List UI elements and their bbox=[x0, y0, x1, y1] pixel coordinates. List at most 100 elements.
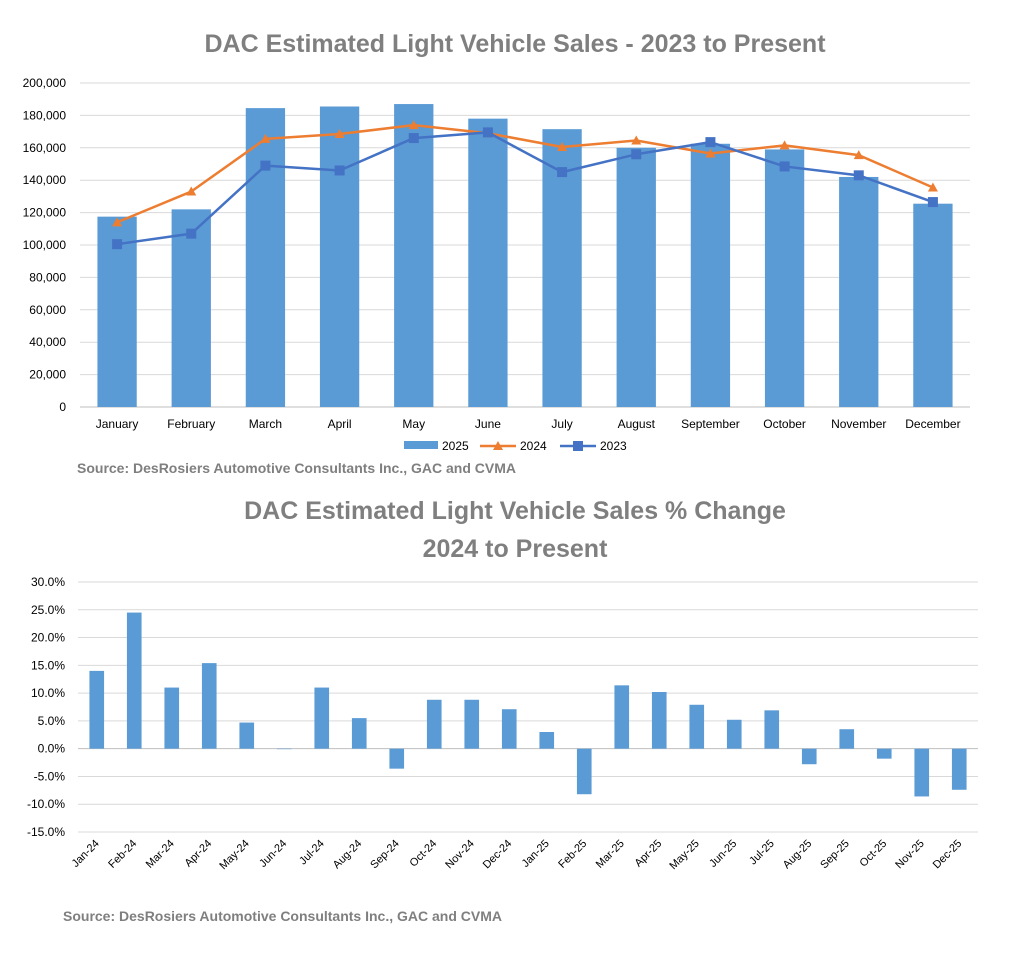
bar-sep-24 bbox=[389, 748, 405, 769]
bar-2025-september bbox=[690, 143, 731, 407]
bar-may-25 bbox=[689, 704, 705, 749]
x-tick-label: Aug-24 bbox=[331, 838, 365, 872]
y-tick-label: 120,000 bbox=[23, 206, 67, 220]
point-2023-july bbox=[557, 167, 568, 178]
point-2024-may bbox=[408, 120, 419, 130]
y-tick-label: 80,000 bbox=[29, 270, 66, 284]
bar-2025-march bbox=[245, 108, 286, 408]
y-tick-label: 60,000 bbox=[29, 303, 66, 317]
x-tick-label: May-25 bbox=[667, 838, 701, 872]
bar-jul-24 bbox=[314, 687, 330, 749]
x-tick-label: January bbox=[96, 417, 139, 431]
bar-mar-24 bbox=[164, 687, 180, 749]
bar-jul-25 bbox=[764, 710, 780, 749]
bar-may-24 bbox=[239, 722, 255, 749]
point-2023-august bbox=[631, 149, 642, 160]
point-2023-june bbox=[482, 127, 493, 138]
y-tick-label: 140,000 bbox=[23, 173, 67, 187]
y-tick-label: 160,000 bbox=[23, 141, 67, 155]
x-tick-label: April bbox=[328, 417, 352, 431]
x-tick-label: May-24 bbox=[217, 838, 251, 872]
chart1-title: DAC Estimated Light Vehicle Sales - 2023… bbox=[204, 30, 826, 58]
x-tick-label: Feb-25 bbox=[556, 838, 589, 871]
bar-feb-24 bbox=[126, 612, 142, 749]
x-tick-label: Apr-25 bbox=[633, 838, 665, 870]
x-tick-label: Aug-25 bbox=[781, 838, 815, 872]
point-2024-august bbox=[631, 135, 642, 145]
point-2024-july bbox=[557, 141, 568, 151]
x-tick-label: Dec-24 bbox=[481, 838, 515, 872]
x-tick-label: Jul-24 bbox=[297, 838, 327, 868]
bar-nov-24 bbox=[464, 699, 480, 749]
bar-jan-25 bbox=[539, 732, 555, 749]
x-tick-label: Jul-25 bbox=[747, 838, 777, 868]
bar-apr-24 bbox=[201, 663, 217, 749]
x-tick-label: Sep-24 bbox=[368, 838, 402, 872]
legend-marker-2023 bbox=[573, 441, 583, 451]
x-tick-label: Mar-24 bbox=[144, 838, 177, 871]
y-tick-label: 0 bbox=[59, 400, 66, 414]
legend-marker-2024 bbox=[493, 441, 503, 450]
y-tick-label: 100,000 bbox=[23, 238, 67, 252]
chart1-source: Source: DesRosiers Automotive Consultant… bbox=[77, 460, 516, 476]
y-tick-label: 5.0% bbox=[38, 714, 66, 728]
chart1-plot: 0 20,000 40,000 60,000 80,000 100,000 120,000 1… bbox=[23, 76, 970, 453]
point-2023-october bbox=[779, 161, 790, 172]
point-2023-december bbox=[927, 197, 938, 208]
point-2024-january bbox=[112, 217, 123, 227]
y-tick-label: -15.0% bbox=[27, 825, 65, 839]
x-tick-label: February bbox=[167, 417, 215, 431]
x-tick-label: Feb-24 bbox=[106, 838, 139, 871]
bar-2025-may bbox=[394, 104, 434, 407]
point-2023-february bbox=[186, 228, 197, 239]
point-2024-october bbox=[779, 140, 790, 150]
x-tick-label: Sep-25 bbox=[818, 838, 852, 872]
point-2023-september bbox=[705, 137, 716, 148]
chart1-legend: 2025 2024 2023 bbox=[404, 439, 627, 453]
y-tick-label: 40,000 bbox=[29, 335, 66, 349]
x-tick-label: May bbox=[402, 417, 425, 431]
point-2024-march bbox=[260, 133, 271, 143]
line-2023 bbox=[116, 131, 934, 246]
x-tick-label: Jun-24 bbox=[257, 838, 289, 870]
bar-2025-december bbox=[913, 203, 953, 407]
x-tick-label: November bbox=[831, 417, 886, 431]
y-tick-label: 15.0% bbox=[31, 658, 65, 672]
chart2-plot: -15.0% -10.0% -5.0% 0.0% 5.0% 10.0% 15.0% 20.0%… bbox=[27, 575, 978, 872]
bar-aug-24 bbox=[351, 718, 367, 749]
bar-2025-february bbox=[171, 209, 211, 407]
bar-apr-25 bbox=[651, 692, 667, 749]
bar-jan-24 bbox=[89, 670, 105, 749]
y-tick-label: 30.0% bbox=[31, 575, 65, 589]
y-tick-label: 0.0% bbox=[38, 742, 66, 756]
x-tick-label: Oct-25 bbox=[858, 838, 890, 870]
x-tick-label: June bbox=[475, 417, 501, 431]
bar-jun-24 bbox=[276, 748, 292, 750]
y-tick-label: -5.0% bbox=[34, 769, 66, 783]
legend-swatch-2025 bbox=[404, 441, 438, 449]
point-2023-january bbox=[112, 239, 123, 250]
y-tick-label: 25.0% bbox=[31, 603, 65, 617]
bar-feb-25 bbox=[576, 748, 592, 795]
bar-2025-august bbox=[616, 147, 656, 408]
x-tick-label: July bbox=[551, 417, 572, 431]
x-tick-label: Dec-25 bbox=[931, 838, 965, 872]
x-tick-label: October bbox=[763, 417, 806, 431]
y-tick-label: 200,000 bbox=[23, 76, 67, 90]
bar-aug-25 bbox=[801, 748, 817, 765]
chart2-title-line1: DAC Estimated Light Vehicle Sales % Chan… bbox=[244, 497, 786, 525]
legend-label-2024: 2024 bbox=[520, 439, 547, 453]
bar-jun-25 bbox=[726, 719, 742, 749]
point-2024-february bbox=[186, 186, 197, 196]
bar-nov-25 bbox=[914, 748, 930, 797]
bar-sep-25 bbox=[839, 729, 855, 749]
x-tick-label: Jan-25 bbox=[520, 838, 552, 870]
y-tick-label: 20,000 bbox=[29, 368, 66, 382]
point-2023-may bbox=[408, 133, 419, 144]
x-tick-label: Jan-24 bbox=[70, 838, 102, 870]
bar-oct-25 bbox=[876, 748, 892, 759]
y-tick-label: 10.0% bbox=[31, 686, 65, 700]
x-tick-label: Jun-25 bbox=[707, 838, 739, 870]
chart2-title-line2: 2024 to Present bbox=[422, 535, 608, 563]
x-tick-label: December bbox=[905, 417, 960, 431]
